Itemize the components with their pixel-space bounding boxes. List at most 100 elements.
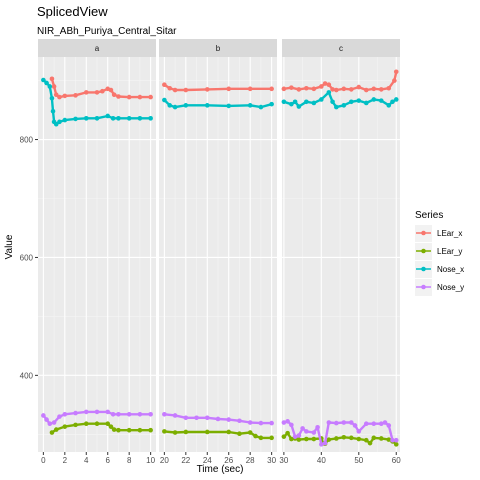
data-point-Nose_x [49,95,55,101]
data-point-LEar_x [162,82,167,88]
data-point-LEar_x [172,87,178,93]
data-point-Nose_y [326,420,332,425]
data-point-Nose_y [352,423,358,428]
data-point-LEar_y [148,427,153,433]
data-point-LEar_x [62,93,68,99]
data-point-Nose_y [110,411,116,417]
data-point-LEar_y [172,430,178,435]
data-point-Nose_x [57,119,62,125]
y-tick-label: 600 [20,253,34,262]
data-point-Nose_x [148,116,153,121]
x-tick-label: 30 [267,456,276,465]
data-point-Nose_x [50,108,56,114]
x-tick-label: 8 [127,456,132,465]
chart-subtitle: NIR_ABh_Puriya_Central_Sitar [37,26,177,37]
data-point-Nose_x [341,103,347,108]
data-point-LEar_y [247,430,253,435]
data-point-LEar_y [285,430,290,436]
data-point-LEar_x [126,94,132,100]
x-tick-label: 22 [181,456,190,465]
facet-strip [159,39,277,57]
data-point-LEar_y [116,427,121,433]
data-point-Nose_x [204,103,210,108]
facet-strip [282,39,400,57]
legend-key-point [421,230,426,236]
x-tick-label: 4 [84,456,89,465]
legend-label: LEar_y [437,247,462,256]
data-point-LEar_x [363,87,369,93]
data-point-LEar_x [296,87,302,92]
legend-label: LEar_x [437,229,462,238]
data-point-LEar_y [49,430,55,435]
data-point-LEar_y [94,421,100,427]
data-point-Nose_y [57,414,62,419]
data-point-Nose_x [334,104,339,110]
data-point-LEar_x [386,85,392,91]
data-point-LEar_x [341,86,347,92]
data-point-LEar_y [326,437,332,442]
data-point-LEar_y [126,427,132,433]
facet-panel-a: a 0 2 4 6 8 10 400 600 800 [20,39,156,465]
data-point-Nose_y [41,413,46,418]
x-tick-label: 30 [279,456,288,465]
data-point-LEar_x [326,82,332,88]
data-point-LEar_y [311,436,317,442]
data-point-LEar_y [367,440,373,446]
data-point-LEar_x [330,87,335,92]
data-point-Nose_y [296,433,302,438]
chart-title: SplicedView [37,4,108,19]
data-point-LEar_x [49,76,55,82]
data-point-LEar_x [378,87,384,92]
data-point-Nose_y [116,411,121,417]
data-point-Nose_y [183,415,189,421]
data-point-Nose_x [44,80,49,86]
data-point-LEar_x [371,86,377,92]
data-point-Nose_y [148,411,153,417]
data-point-LEar_x [226,86,232,92]
x-tick-label: 2 [63,456,68,465]
data-point-LEar_x [349,87,354,92]
facet-strip [38,39,156,57]
legend: Series LEar_x LEar_y Nose_x Nose_y [415,210,464,296]
data-point-LEar_y [183,429,189,435]
x-tick-label: 24 [203,456,212,465]
data-point-Nose_y [162,411,167,417]
x-tick-label: 20 [160,456,169,465]
data-point-Nose_y [311,430,317,435]
data-point-Nose_x [289,101,294,107]
data-point-LEar_x [204,87,210,92]
data-point-LEar_x [108,87,114,93]
data-point-Nose_y [258,420,264,426]
data-point-LEar_x [116,94,121,99]
data-point-Nose_y [371,421,377,427]
data-point-LEar_x [148,94,153,100]
data-point-Nose_y [304,429,309,434]
legend-key-point [421,248,426,254]
data-point-LEar_y [226,429,232,435]
data-point-Nose_y [300,426,305,431]
data-point-LEar_y [137,427,143,433]
data-point-LEar_x [392,78,397,83]
data-point-LEar_y [296,437,302,442]
data-point-Nose_y [83,409,89,415]
data-point-Nose_y [390,437,395,443]
data-point-Nose_y [226,417,232,422]
data-point-Nose_y [289,422,294,428]
data-point-Nose_x [326,90,332,95]
x-tick-label: 50 [354,456,363,465]
data-point-Nose_x [41,77,46,83]
data-point-Nose_y [382,420,388,425]
data-point-LEar_y [363,437,369,443]
data-point-LEar_x [51,84,57,89]
data-point-LEar_y [53,427,59,432]
data-point-LEar_x [247,86,253,92]
data-point-LEar_x [356,84,362,90]
data-point-Nose_x [319,97,324,102]
legend-label: Nose_y [437,283,464,292]
data-point-Nose_x [110,116,116,121]
data-point-LEar_y [162,429,167,434]
data-point-Nose_x [390,99,395,105]
data-point-Nose_y [322,440,328,446]
data-point-LEar_x [111,92,117,98]
